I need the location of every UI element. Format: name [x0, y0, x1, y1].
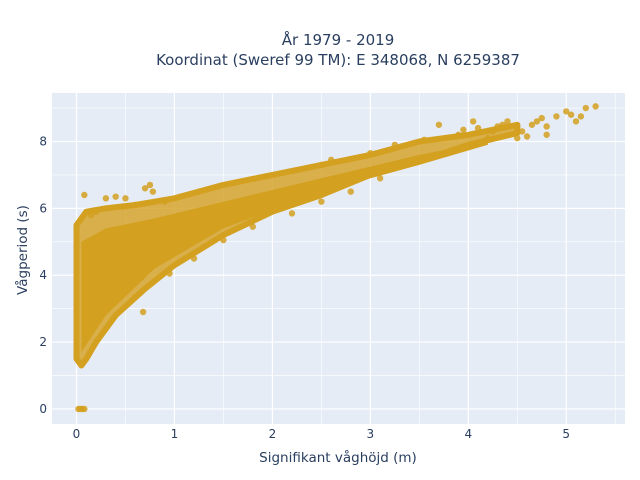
- data-point: [543, 131, 550, 138]
- data-point: [149, 188, 157, 195]
- data-point: [421, 136, 428, 144]
- data-point: [327, 156, 335, 164]
- data-point: [347, 188, 354, 195]
- data-point: [435, 121, 443, 128]
- data-point: [367, 149, 374, 157]
- data-point: [112, 193, 119, 200]
- tick-labels: 0 1 2 3 4 5 0 2 4 6 8: [39, 134, 570, 441]
- data-point: [474, 124, 482, 132]
- data-point: [376, 175, 384, 182]
- data-point: [166, 270, 173, 277]
- data-point: [528, 121, 536, 128]
- data-point: [494, 123, 501, 130]
- data-point: [81, 405, 88, 413]
- data-point: [288, 210, 296, 217]
- data-point: [572, 118, 580, 125]
- data-point: [538, 114, 545, 122]
- x-tick-label: 2: [269, 427, 277, 441]
- y-axis-title: Vågperiod (s): [14, 205, 31, 295]
- data-point: [139, 308, 147, 316]
- data-point: [81, 191, 88, 199]
- data-point: [102, 195, 110, 202]
- data-point: [514, 134, 521, 142]
- point-cloud-core: [81, 141, 488, 353]
- y-tick-label: 4: [39, 268, 47, 282]
- data-point: [455, 131, 462, 138]
- data-point: [504, 118, 511, 125]
- data-point: [87, 211, 95, 219]
- data-point: [592, 103, 599, 110]
- x-tick-label: 0: [73, 427, 81, 441]
- data-point: [132, 293, 139, 301]
- data-point: [220, 236, 227, 244]
- data-point: [161, 198, 168, 205]
- data-point: [582, 104, 590, 112]
- y-tick-label: 6: [39, 201, 47, 215]
- data-point: [146, 181, 154, 189]
- x-tick-label: 4: [464, 427, 472, 441]
- data-point: [577, 113, 585, 120]
- data-point: [469, 118, 477, 125]
- chart-title-line2: Koordinat (Sweref 99 TM): E 348068, N 62…: [156, 51, 520, 69]
- data-point: [318, 198, 325, 205]
- data-point: [92, 208, 100, 215]
- data-point: [567, 111, 575, 118]
- data-point: [132, 201, 139, 209]
- data-layer: [73, 103, 599, 413]
- data-point: [460, 126, 467, 133]
- data-point: [543, 123, 550, 130]
- data-point: [122, 280, 129, 287]
- data-point: [117, 275, 124, 282]
- x-axis-title: Signifikant våghöjd (m): [259, 449, 417, 466]
- y-tick-label: 2: [39, 335, 47, 349]
- data-point: [391, 141, 399, 149]
- data-point: [523, 133, 531, 140]
- data-point: [484, 134, 492, 142]
- data-point: [533, 118, 541, 125]
- data-point: [499, 121, 506, 128]
- data-point: [141, 185, 149, 192]
- y-tick-label: 0: [39, 402, 47, 416]
- x-tick-label: 5: [562, 427, 570, 441]
- data-point: [249, 223, 256, 230]
- data-point: [563, 108, 570, 115]
- data-point: [553, 113, 560, 120]
- data-point: [489, 128, 496, 135]
- data-point: [122, 195, 129, 202]
- data-point: [518, 128, 526, 135]
- y-tick-label: 8: [39, 134, 47, 148]
- chart-title-line1: År 1979 - 2019: [282, 30, 395, 49]
- data-point: [190, 255, 198, 262]
- data-point: [514, 123, 521, 130]
- data-point: [318, 161, 325, 169]
- x-tick-label: 1: [171, 427, 179, 441]
- x-tick-label: 3: [367, 427, 375, 441]
